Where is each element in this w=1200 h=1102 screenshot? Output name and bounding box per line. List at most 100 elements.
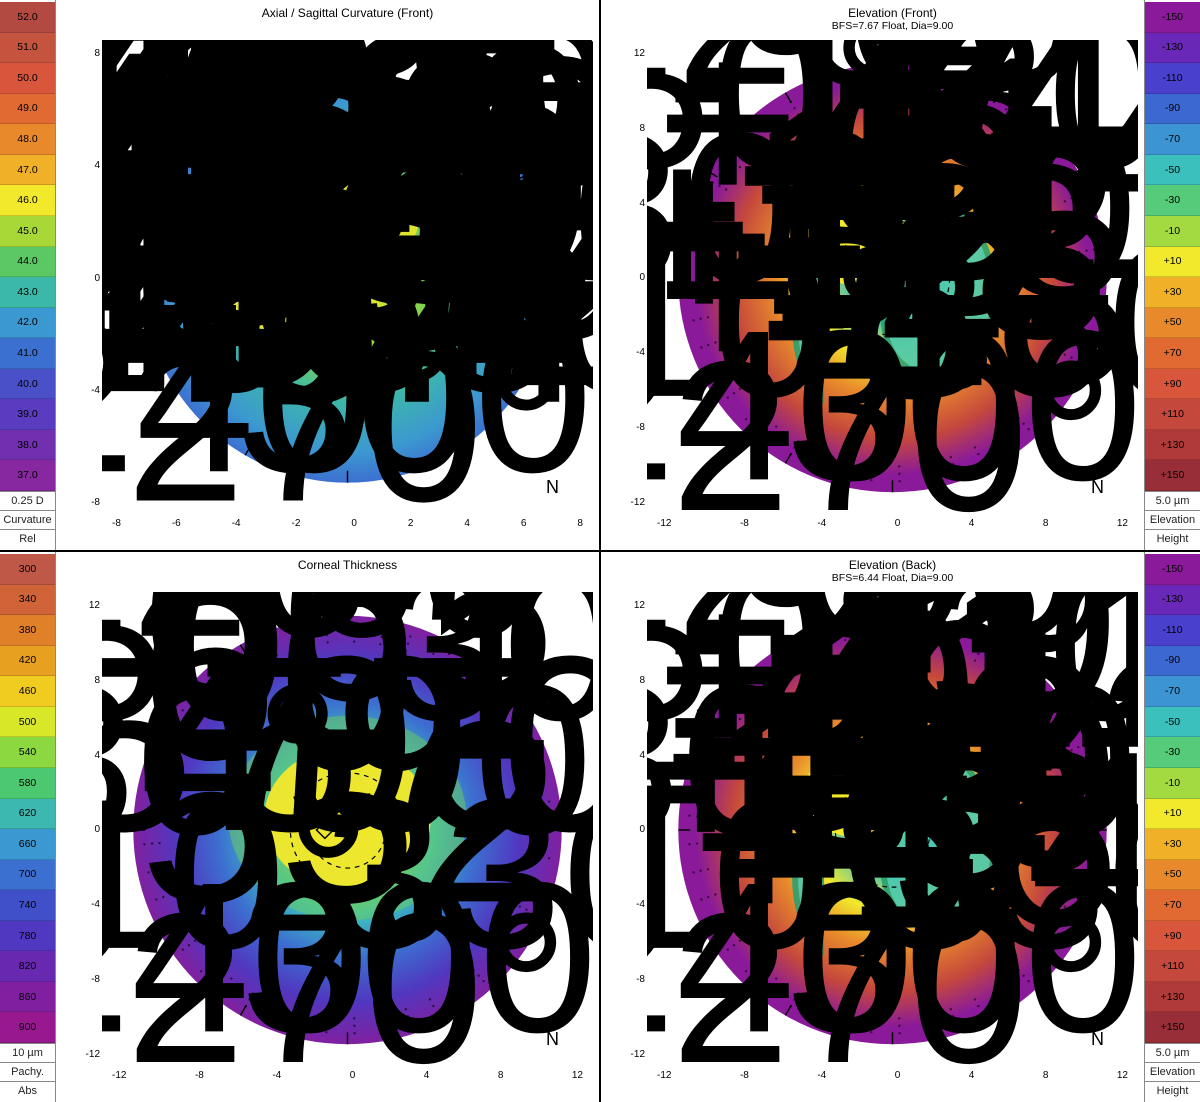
scale-step: +110 (1145, 399, 1200, 430)
scale-footer-label: Rel (0, 529, 55, 548)
scale-footer-label: 5.0 µm (1145, 491, 1200, 510)
map-area: Axial / Sagittal Curvature (Front) 0°30°6… (56, 0, 599, 550)
panel-top-left: 52.051.050.049.048.047.046.045.044.043.0… (0, 0, 599, 550)
panel-bottom-left: 3003403804204605005405806206607007407808… (0, 552, 599, 1102)
y-axis-ticks: 12840-4-8-12 (625, 40, 645, 516)
scale-step: +130 (1145, 982, 1200, 1013)
scale-footer-label: Elevation (1145, 510, 1200, 529)
scale-step: 540 (0, 737, 55, 768)
panel-title: Elevation (Front) (647, 4, 1138, 20)
scale-step: 44.0 (0, 247, 55, 278)
scale-footer-label: Height (1145, 529, 1200, 548)
x-axis-ticks: -8-6-4-202468 (102, 518, 593, 536)
scale-step: +90 (1145, 921, 1200, 952)
scale-step: -110 (1145, 63, 1200, 94)
temporal-label: T (146, 477, 157, 498)
panel-title: Axial / Sagittal Curvature (Front) (102, 4, 593, 20)
color-scale: -150-130-110-90-70-50-30-10+10+30+50+70+… (1144, 0, 1200, 550)
scale-step: 38.0 (0, 430, 55, 461)
scale-step: 340 (0, 585, 55, 616)
scale-step: -30 (1145, 185, 1200, 216)
scale-step: 820 (0, 951, 55, 982)
scale-step: 700 (0, 860, 55, 891)
scale-step: -10 (1145, 216, 1200, 247)
topography-map: 0°30°60°90°120°150°180°210°240°270°300°3… (102, 40, 593, 516)
four-map-grid: 52.051.050.049.048.047.046.045.044.043.0… (0, 0, 1200, 1102)
scale-step: +150 (1145, 460, 1200, 491)
x-axis-ticks: -12-8-404812 (647, 1070, 1138, 1088)
scale-step: +30 (1145, 277, 1200, 308)
scale-step: 620 (0, 799, 55, 830)
map-value-label: 552 (139, 675, 556, 954)
scale-step: +150 (1145, 1012, 1200, 1043)
scale-step: +110 (1145, 951, 1200, 982)
y-axis-ticks: 840-4-8 (80, 40, 100, 516)
scale-step: 50.0 (0, 63, 55, 94)
scale-step: +130 (1145, 430, 1200, 461)
scale-footer-label: Height (1145, 1081, 1200, 1100)
scale-step: -50 (1145, 707, 1200, 738)
scale-step: -50 (1145, 155, 1200, 186)
scale-step: 660 (0, 829, 55, 860)
scale-step: 45.0 (0, 216, 55, 247)
scale-step: -150 (1145, 2, 1200, 33)
magnifier-icon[interactable]: 9mm (134, 64, 156, 95)
scale-step: -90 (1145, 646, 1200, 677)
scale-step: 43.0 (0, 277, 55, 308)
scale-step: 900 (0, 1012, 55, 1043)
x-axis-ticks: -12-8-404812 (102, 1070, 593, 1088)
scale-step: -70 (1145, 676, 1200, 707)
scale-step: 40.0 (0, 369, 55, 400)
map-value-label: -34 (807, 699, 1138, 978)
scale-step: 420 (0, 646, 55, 677)
y-axis-ticks: 12840-4-8-12 (80, 592, 100, 1068)
color-scale: 52.051.050.049.048.047.046.045.044.043.0… (0, 0, 56, 550)
map-area: Elevation (Front)BFS=7.67 Float, Dia=9.0… (601, 0, 1144, 550)
scale-footer-label: Curvature (0, 510, 55, 529)
scale-step: 780 (0, 921, 55, 952)
scale-step: 47.0 (0, 155, 55, 186)
scale-step: 860 (0, 982, 55, 1013)
scale-footer-label: Elevation (1145, 1062, 1200, 1081)
panel-title: Elevation (Back) (647, 556, 1138, 572)
x-axis-ticks: -12-8-404812 (647, 518, 1138, 536)
color-scale: -150-130-110-90-70-50-30-10+10+30+50+70+… (1144, 552, 1200, 1102)
scale-step: -150 (1145, 554, 1200, 585)
scale-step: 39.0 (0, 399, 55, 430)
scale-footer-label: Abs (0, 1081, 55, 1100)
y-axis-ticks: 12840-4-8-12 (625, 592, 645, 1068)
scale-step: -130 (1145, 33, 1200, 64)
scale-step: 460 (0, 676, 55, 707)
scale-step: 52.0 (0, 2, 55, 33)
scale-footer-label: 10 µm (0, 1043, 55, 1062)
scale-step: 49.0 (0, 94, 55, 125)
map-value-label: -6 (758, 171, 980, 450)
panel-bottom-right: Elevation (Back)BFS=6.44 Float, Dia=9.00… (601, 552, 1200, 1102)
scale-step: 46.0 (0, 185, 55, 216)
scale-step: +90 (1145, 369, 1200, 400)
scale-step: +50 (1145, 860, 1200, 891)
scale-step: 41.0 (0, 338, 55, 369)
panel-subtitle: BFS=7.67 Float, Dia=9.00 (647, 20, 1138, 32)
scale-step: 48.0 (0, 124, 55, 155)
scale-step: 300 (0, 554, 55, 585)
scale-step: 42.0 (0, 308, 55, 339)
panel-top-right: Elevation (Front)BFS=7.67 Float, Dia=9.0… (601, 0, 1200, 550)
panel-subtitle: BFS=6.44 Float, Dia=9.00 (647, 572, 1138, 584)
scale-footer-label: 0.25 D (0, 491, 55, 510)
topography-map: 0°30°60°90°120°150°180°210°240°270°300°3… (647, 592, 1138, 1068)
scale-step: -70 (1145, 124, 1200, 155)
scale-step: +10 (1145, 799, 1200, 830)
temporal-label: T (691, 477, 702, 498)
scale-footer-label: Pachy. (0, 1062, 55, 1081)
scale-step: -30 (1145, 737, 1200, 768)
scale-step: -10 (1145, 768, 1200, 799)
nasal-label: N (1091, 477, 1104, 498)
scale-step: +30 (1145, 829, 1200, 860)
scale-step: -90 (1145, 94, 1200, 125)
scale-footer-label: 5.0 µm (1145, 1043, 1200, 1062)
scale-step: +50 (1145, 308, 1200, 339)
scale-step: -130 (1145, 585, 1200, 616)
scale-step: 51.0 (0, 33, 55, 64)
scale-step: 580 (0, 768, 55, 799)
